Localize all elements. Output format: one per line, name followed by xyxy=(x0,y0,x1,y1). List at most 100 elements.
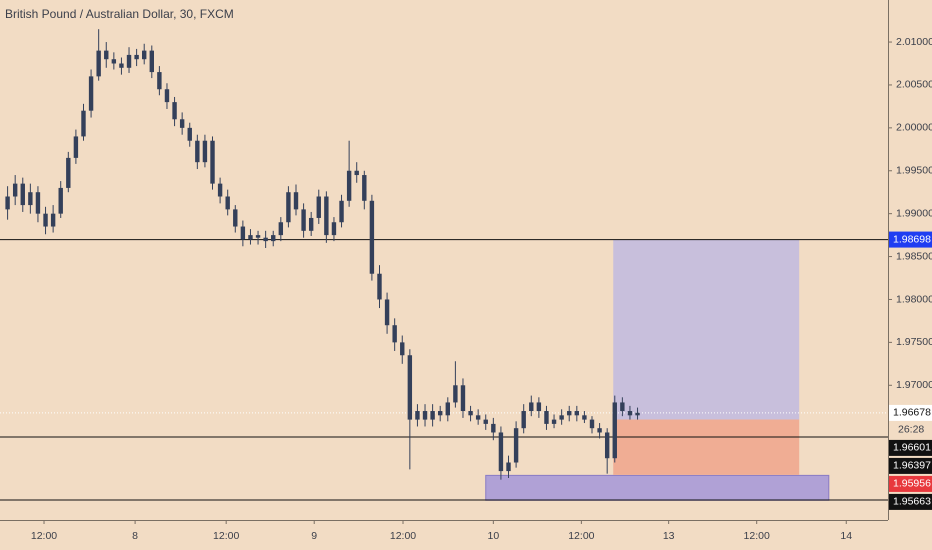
x-tick-label: 12:00 xyxy=(213,530,239,542)
candle-body xyxy=(491,423,496,433)
candle-body xyxy=(233,209,238,227)
candle-body xyxy=(81,110,86,137)
price-label-bg xyxy=(889,457,932,474)
candle-body xyxy=(521,411,526,429)
y-tick-label: 1.97000 xyxy=(896,379,932,391)
y-tick-label: 1.99500 xyxy=(896,165,932,177)
candle-body xyxy=(582,415,587,420)
candle-body xyxy=(529,402,534,412)
candle-body xyxy=(536,402,542,412)
candle-body xyxy=(308,217,314,231)
candle-body xyxy=(620,402,625,412)
candle-body xyxy=(73,136,79,158)
y-tick-label: 2.01000 xyxy=(896,36,932,48)
candle-body xyxy=(567,411,572,416)
price-label-bg xyxy=(889,439,932,456)
candle-body xyxy=(604,432,610,459)
price-label: 1.95663 xyxy=(893,496,931,508)
price-label: 1.96397 xyxy=(893,460,931,472)
price-label-bg xyxy=(889,493,932,510)
candle-body xyxy=(179,119,185,128)
candle-body xyxy=(635,412,640,416)
price-label: 1.96678 xyxy=(893,407,931,419)
candle-body xyxy=(453,385,458,403)
price-label-bg xyxy=(889,231,932,248)
candle-body xyxy=(149,50,154,73)
y-tick-label: 1.98500 xyxy=(896,250,932,262)
candle-body xyxy=(278,222,284,236)
candle-body xyxy=(210,140,215,184)
x-tick-label: 8 xyxy=(132,530,138,542)
plot-area xyxy=(0,29,888,501)
candle-body xyxy=(301,209,306,231)
candle-body xyxy=(248,235,253,240)
candle-body xyxy=(12,183,18,197)
candle-body xyxy=(202,140,208,163)
candle-body xyxy=(142,50,147,60)
candle-body xyxy=(415,411,420,420)
candle-body xyxy=(119,63,124,68)
price-label: 1.95956 xyxy=(893,478,931,490)
candle-body xyxy=(400,342,405,356)
candle-body xyxy=(157,72,162,90)
candle-body xyxy=(66,157,71,188)
candle-body xyxy=(331,222,337,236)
candle-body xyxy=(468,411,473,416)
x-tick-label: 10 xyxy=(487,530,499,542)
candle-body xyxy=(240,226,246,240)
candle-body xyxy=(346,170,352,201)
candle-body xyxy=(430,411,435,420)
candle-body xyxy=(339,200,344,223)
candle-body xyxy=(506,462,511,472)
candle-body xyxy=(217,183,223,197)
candle-body xyxy=(43,213,48,227)
candle-body xyxy=(35,192,41,214)
candle-body xyxy=(460,385,466,412)
candle-body xyxy=(498,432,504,472)
candle-body xyxy=(354,170,359,176)
x-tick-label: 14 xyxy=(840,530,852,542)
price-label-bg xyxy=(889,475,932,492)
candle-body xyxy=(589,419,595,429)
chart-title: British Pound / Australian Dollar, 30, F… xyxy=(5,7,234,21)
candle-body xyxy=(551,419,557,424)
candle-body xyxy=(513,428,519,463)
candle-body xyxy=(20,183,25,206)
x-tick-label: 13 xyxy=(663,530,675,542)
candle-body xyxy=(172,102,177,120)
axes: 2.01000 2.00500 2.00000 1.99500 1.99000 1.985… xyxy=(31,36,932,542)
candle-body xyxy=(271,235,276,242)
candle-body xyxy=(195,140,200,163)
candle-body xyxy=(187,127,192,141)
candle-body xyxy=(286,192,291,223)
candle-body xyxy=(559,415,564,420)
candle-body xyxy=(134,54,139,60)
candle-body xyxy=(407,355,413,420)
candle-body xyxy=(324,196,329,236)
x-tick-label: 12:00 xyxy=(31,530,57,542)
candle-body xyxy=(597,428,602,433)
stop-box xyxy=(613,419,800,475)
price-label-bg xyxy=(889,404,932,421)
candle-body xyxy=(445,402,450,416)
candle-body xyxy=(111,59,117,64)
candle-body xyxy=(422,411,428,420)
x-tick-label: 12:00 xyxy=(390,530,416,542)
candle-body xyxy=(544,411,549,424)
x-tick-label: 12:00 xyxy=(568,530,594,542)
candle-body xyxy=(627,411,633,416)
y-tick-label: 1.99000 xyxy=(896,207,932,219)
candle-body xyxy=(384,299,390,326)
target-box xyxy=(613,239,800,420)
candle-body xyxy=(438,411,443,416)
candle-body xyxy=(369,200,375,274)
candle-body xyxy=(58,187,63,214)
candle-body xyxy=(316,196,321,218)
candle-body xyxy=(126,54,132,68)
candle-body xyxy=(475,415,481,420)
y-tick-label: 1.98000 xyxy=(896,293,932,305)
candle-body xyxy=(88,76,94,111)
countdown: 26:28 xyxy=(898,424,924,436)
candle-body xyxy=(574,411,580,416)
